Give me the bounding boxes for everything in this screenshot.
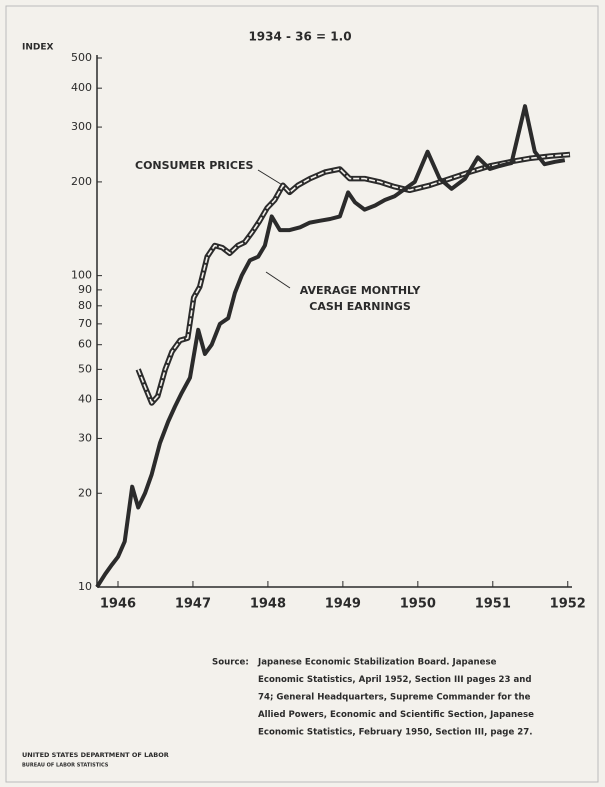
y-tick-label: 20 [78,486,92,499]
chart-subtitle: 1934 - 36 = 1.0 [248,30,351,44]
y-tick-label: 30 [78,431,92,444]
y-tick-label: 90 [78,283,92,296]
y-tick-label: 400 [71,81,92,94]
y-axis-label: INDEX [22,43,53,53]
y-tick-label: 300 [71,120,92,133]
x-tick-label: 1946 [100,597,136,612]
y-tick-label: 10 [78,580,92,593]
y-tick-label: 100 [71,269,92,282]
y-tick-label: 60 [78,338,92,351]
source-line: Japanese Economic Stabilization Board. J… [257,658,497,668]
frame [5,5,599,783]
y-tick-label: 40 [78,393,92,406]
y-tick-label: 200 [71,175,92,188]
x-tick-label: 1949 [325,597,361,612]
source-label: Source: [212,658,249,668]
x-tick-label: 1947 [175,597,211,612]
source-line: Allied Powers, Economic and Scientific S… [258,710,534,720]
y-tick-label: 500 [71,51,92,64]
source-line: Economic Statistics, April 1952, Section… [258,675,532,685]
series-line [95,104,566,589]
y-tick-label: 50 [78,362,92,375]
y-tick-label: 70 [78,317,92,330]
annotation: CASH EARNINGS [309,300,411,313]
y-tick-label: 80 [78,299,92,312]
x-tick-label: 1951 [475,597,511,612]
source-line: 74; General Headquarters, Supreme Comman… [258,693,531,703]
source-line: Economic Statistics, February 1950, Sect… [258,728,533,738]
annotation-arrow [257,169,285,187]
footer: UNITED STATES DEPARTMENT OF LABOR [22,751,169,759]
x-tick-label: 1950 [400,597,436,612]
annotation-arrow [265,271,291,289]
series-line [135,151,571,406]
annotation: CONSUMER PRICES [135,159,253,172]
x-tick-label: 1952 [550,597,586,612]
annotation: AVERAGE MONTHLY [300,284,422,297]
x-tick-label: 1948 [250,597,286,612]
footer: BUREAU OF LABOR STATISTICS [22,763,109,769]
